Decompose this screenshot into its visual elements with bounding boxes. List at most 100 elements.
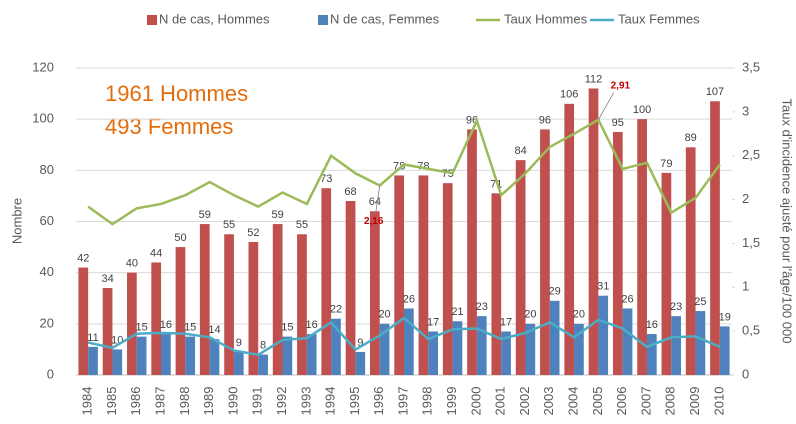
bar-value-label: 9 (357, 337, 363, 349)
bar (564, 103, 575, 376)
legend-label: N de cas, Hommes (159, 11, 270, 26)
bar (369, 211, 380, 375)
bar-value-label: 55 (223, 219, 235, 231)
annotation: 1961 Hommes (105, 81, 248, 106)
y-axis-label: Nombre (9, 198, 24, 244)
bar (331, 318, 341, 375)
bar (112, 349, 123, 375)
bar-value-label: 31 (597, 281, 609, 293)
legend-label: Taux Femmes (618, 11, 700, 26)
bar (88, 346, 98, 375)
bar (78, 267, 89, 375)
x-tick-label: 2005 (590, 387, 605, 416)
bar (612, 131, 623, 375)
line (87, 316, 721, 357)
bar-value-label: 9 (236, 337, 242, 349)
legend-swatch (147, 15, 157, 25)
bar (588, 88, 599, 375)
y-tick-label: 100 (32, 111, 54, 126)
bar-value-label: 17 (500, 316, 512, 328)
bar (127, 272, 137, 375)
bar (199, 224, 210, 375)
y-tick-label: 20 (40, 315, 54, 330)
bar (452, 321, 463, 375)
x-tick-label: 1990 (225, 387, 240, 416)
x-tick-label: 1988 (177, 387, 192, 416)
bar-value-label: 112 (585, 73, 603, 85)
bar (476, 316, 487, 375)
line-value-label: 2,91 (611, 80, 631, 91)
bar-value-label: 55 (296, 219, 308, 231)
bar-value-label: 59 (272, 209, 284, 221)
x-tick-label: 1985 (104, 387, 119, 416)
bar (574, 323, 584, 375)
bar (258, 354, 268, 375)
x-tick-label: 2001 (493, 387, 508, 416)
y-tick-label: 80 (40, 162, 54, 177)
annotation: 493 Femmes (105, 114, 233, 139)
y2-tick-label: 0,5 (742, 323, 760, 338)
bar-value-label: 78 (393, 160, 405, 172)
x-tick-label: 1987 (152, 387, 167, 416)
bar (695, 311, 706, 375)
x-tick-label: 2002 (517, 387, 532, 416)
bar (540, 129, 550, 375)
bar-value-label: 23 (476, 301, 488, 313)
bar (272, 224, 283, 375)
bar-value-label: 52 (247, 227, 259, 239)
bar (136, 336, 147, 375)
bar (321, 188, 332, 375)
bar (345, 201, 356, 375)
x-tick-label: 2008 (663, 387, 678, 416)
x-tick-label: 2003 (541, 387, 556, 416)
bar (671, 316, 681, 375)
legend-label: Taux Hommes (504, 11, 588, 26)
bar-value-label: 25 (694, 296, 706, 308)
bar-value-label: 20 (378, 309, 390, 321)
bar-value-label: 11 (87, 332, 98, 344)
bar-value-label: 14 (208, 324, 220, 336)
x-tick-label: 1992 (274, 387, 289, 416)
bar-value-label: 15 (184, 322, 196, 334)
y-tick-label: 60 (40, 213, 54, 228)
x-tick-label: 2004 (566, 387, 581, 416)
bar-value-label: 73 (320, 173, 332, 185)
bar (598, 295, 609, 375)
bar (404, 308, 414, 375)
bar-value-label: 16 (160, 319, 172, 331)
bar-value-label: 68 (344, 186, 356, 198)
x-tick-label: 1998 (420, 387, 435, 416)
y-tick-label: 120 (32, 59, 54, 74)
bar (491, 193, 502, 375)
bar (355, 351, 366, 375)
bar-value-label: 79 (660, 158, 672, 170)
bar (151, 262, 162, 375)
bar-value-label: 29 (549, 286, 561, 298)
bar (549, 300, 560, 375)
bar (710, 101, 720, 375)
x-tick-label: 1996 (371, 387, 386, 416)
x-tick-label: 2010 (711, 387, 726, 416)
bar-value-label: 23 (670, 301, 682, 313)
legend-swatch (318, 15, 328, 25)
x-tick-label: 1993 (298, 387, 313, 416)
bar-value-label: 15 (135, 322, 147, 334)
bar-value-label: 59 (199, 209, 211, 221)
x-tick-label: 1991 (250, 387, 265, 416)
bar (622, 308, 633, 375)
line-value-label: 2,16 (364, 216, 384, 227)
bar (282, 336, 293, 375)
bar (306, 334, 317, 375)
bar (442, 183, 453, 375)
x-tick-label: 2000 (468, 387, 483, 416)
bar (394, 175, 404, 375)
bar (719, 326, 730, 375)
bar-value-label: 107 (706, 86, 724, 98)
y2-tick-label: 0 (742, 366, 749, 381)
x-tick-label: 1984 (80, 387, 95, 416)
bar-value-label: 100 (633, 104, 651, 116)
legend-label: N de cas, Femmes (330, 11, 440, 26)
x-tick-label: 2006 (614, 387, 629, 416)
bar-value-label: 50 (174, 232, 186, 244)
